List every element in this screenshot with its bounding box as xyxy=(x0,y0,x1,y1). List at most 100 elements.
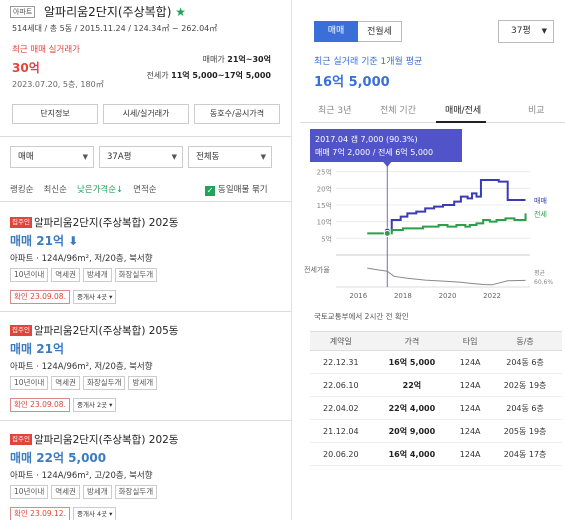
listing-tag: 방세개 xyxy=(82,485,112,499)
listing-card[interactable]: 집주인 알파리움2단지(주상복합) 205동 매매 21억 아파트 · 124A/… xyxy=(10,323,285,412)
pyeong-value: 37평 xyxy=(511,26,531,36)
series-line-jeonse xyxy=(367,213,527,235)
listing-price: 매매 21억 xyxy=(10,342,64,356)
period-tabs: 최근 3년 전체 기간 매매/전세 비교 xyxy=(300,99,565,123)
y-tick-label: 5억 xyxy=(321,235,332,243)
table-cell: 204동 17층 xyxy=(488,442,562,466)
group-same-listings-checkbox[interactable]: ✓ 동일매물 묶기 xyxy=(205,183,268,196)
x-tick-label: 2022 xyxy=(483,292,501,300)
listing-title: 알파리움2단지(주상복합) 202동 xyxy=(33,217,179,229)
table-cell: 202동 19층 xyxy=(488,373,562,397)
series-end-label: 매매 xyxy=(534,197,547,205)
chevron-down-icon: ▼ xyxy=(171,153,177,161)
table-cell: 22.12.31 xyxy=(310,350,372,374)
sort-bar: 랭킹순 최신순 낮은가격순↓ 면적순 xyxy=(10,183,157,195)
sort-ranking[interactable]: 랭킹순 xyxy=(10,185,34,195)
tooltip-gap: 2017.04 갭 7,000 (90.3%) xyxy=(315,134,418,144)
trade-type-select[interactable]: 매매 ▼ xyxy=(10,146,94,168)
table-cell: 124A xyxy=(452,419,489,443)
table-cell: 124A xyxy=(452,350,489,374)
listing-tag: 화장실두개 xyxy=(114,485,158,499)
complex-info-button[interactable]: 단지정보 xyxy=(12,104,98,124)
table-cell: 21.12.04 xyxy=(310,419,372,443)
recent-trade-date: 2023.07.20, 5층, 180㎡ xyxy=(12,80,104,89)
unit-price-button[interactable]: 동호수/공시가격 xyxy=(194,104,280,124)
size-select[interactable]: 37A평 ▼ xyxy=(99,146,183,168)
column-header: 동/층 xyxy=(488,331,562,351)
y-tick-label: 20억 xyxy=(317,185,332,193)
table-cell: 204동 6층 xyxy=(488,396,562,420)
table-cell: 22억 xyxy=(371,373,453,397)
jeonse-range-value: 11억 5,000~17억 5,000 xyxy=(171,71,271,80)
table-cell: 16억 5,000 xyxy=(371,350,453,374)
favorite-star-icon[interactable]: ★ xyxy=(175,5,186,19)
toggle-sale[interactable]: 매매 xyxy=(314,21,358,42)
chevron-down-icon: ▼ xyxy=(82,153,88,161)
owner-badge: 집주인 xyxy=(10,434,32,445)
listing-tag: 10년이내 xyxy=(10,376,49,390)
y-tick-label: 15억 xyxy=(317,202,332,210)
ratio-axis-label: 전세가율 xyxy=(304,265,330,274)
series-end-label: 전세 xyxy=(534,209,547,218)
divider xyxy=(0,201,291,202)
recent-trade-price: 30억 xyxy=(12,61,40,75)
table-cell: 22억 4,000 xyxy=(371,396,453,420)
series-line-ratio xyxy=(367,267,526,286)
table-row: 22.12.31 16억 5,000 124A 204동 6층 xyxy=(310,350,562,374)
listing-card[interactable]: 집주인 알파리움2단지(주상복합) 202동 매매 22억 5,000 아파트 ·… xyxy=(10,432,285,520)
table-cell: 124A xyxy=(452,373,489,397)
divider xyxy=(0,311,291,312)
listing-title: 알파리움2단지(주상복합) 205동 xyxy=(33,325,179,337)
agents-button[interactable]: 중개사 2곳 ▾ xyxy=(72,398,117,412)
trade-table: 계약일 가격 타입 동/층 22.12.31 16억 5,000 124A 204동 … xyxy=(310,331,562,466)
table-row: 20.06.20 16억 4,000 124A 204동 17층 xyxy=(310,442,562,466)
listing-footer: 확인 23.09.12. 중개사 4곳 ▾ xyxy=(10,507,285,520)
toggle-rent[interactable]: 전월세 xyxy=(358,21,402,42)
tab-recent-3y[interactable]: 최근 3년 xyxy=(318,106,352,116)
property-info: 514세대 / 총 5동 / 2015.11.24 / 124.34㎡ ~ 26… xyxy=(12,24,218,33)
listing-tags: 10년이내 역세권 방세개 화장실두개 xyxy=(10,268,285,282)
agents-button[interactable]: 중개사 4곳 ▾ xyxy=(72,290,117,304)
table-cell: 16억 4,000 xyxy=(371,442,453,466)
listing-card[interactable]: 집주인 알파리움2단지(주상복합) 202동 매매 21억 ⬇ 아파트 · 124… xyxy=(10,215,285,304)
listing-detail: 아파트 · 124A/96m², 고/20층, 북서향 xyxy=(10,471,153,481)
sort-latest[interactable]: 최신순 xyxy=(43,185,67,195)
tab-compare[interactable]: 비교 xyxy=(528,106,545,116)
table-row: 22.06.10 22억 124A 202동 19층 xyxy=(310,373,562,397)
listing-tag: 역세권 xyxy=(51,376,80,390)
listing-tag: 10년이내 xyxy=(10,268,49,282)
agents-label: 중개사 4곳 xyxy=(76,510,108,518)
pyeong-select[interactable]: 37평 ▼ xyxy=(498,20,554,43)
sort-low-price[interactable]: 낮은가격순↓ xyxy=(76,185,124,195)
dong-select[interactable]: 전체동 ▼ xyxy=(188,146,272,168)
property-type-badge: 아파트 xyxy=(10,6,36,18)
y-tick-label: 25억 xyxy=(317,169,332,177)
chevron-down-icon: ▾ xyxy=(109,293,113,301)
table-cell: 204동 6층 xyxy=(488,350,562,374)
price-history-button[interactable]: 시세/실거래가 xyxy=(103,104,189,124)
chevron-down-icon: ▼ xyxy=(260,153,266,161)
sale-range-value: 21억~30억 xyxy=(227,55,271,64)
trade-type-value: 매매 xyxy=(18,152,34,162)
tab-all-period[interactable]: 전체 기간 xyxy=(380,106,416,116)
confirm-date: 확인 23.09.12. xyxy=(10,507,70,520)
price-panel: 매매 전월세 37평 ▼ 최근 실거래 기준 1개월 평균 16억 5,000 최… xyxy=(300,0,565,520)
chevron-down-icon: ▾ xyxy=(109,401,113,409)
sale-range-label: 매매가 xyxy=(202,55,225,64)
agents-button[interactable]: 중개사 4곳 ▾ xyxy=(72,507,117,520)
table-cell: 124A xyxy=(452,396,489,420)
column-header: 가격 xyxy=(371,331,453,351)
info-button-row: 단지정보 시세/실거래가 동호수/공시가격 xyxy=(12,104,280,124)
table-cell: 20억 9,000 xyxy=(371,419,453,443)
series-line-sale xyxy=(387,179,526,232)
tab-sale-jeonse[interactable]: 매매/전세 xyxy=(445,106,482,116)
ratio-end-value: 60.6% xyxy=(534,279,553,286)
divider xyxy=(0,420,291,421)
listing-tag: 역세권 xyxy=(51,485,80,499)
sort-area[interactable]: 면적순 xyxy=(133,185,157,195)
listing-tag: 화장실두개 xyxy=(82,376,126,390)
average-price: 16억 5,000 xyxy=(314,75,390,90)
price-down-arrow-icon: ⬇ xyxy=(68,234,79,248)
confirm-date: 확인 23.09.08. xyxy=(10,290,70,304)
